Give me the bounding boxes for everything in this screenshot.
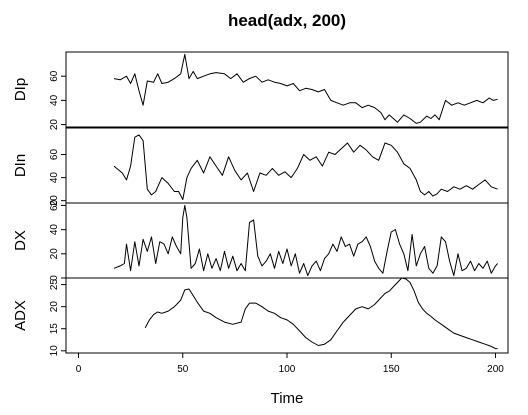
y-tick-label-dx-2: 40 [49, 224, 60, 236]
y-tick-label-din-2: 60 [49, 149, 60, 161]
series-line-adx [144, 277, 498, 350]
x-axis: 0 50 100 150 200 [76, 353, 504, 375]
panel-din: DIn 20 40 60 [12, 127, 509, 207]
y-tick-label-dip-0: 20 [49, 119, 60, 131]
x-tick-label-4: 200 [487, 364, 504, 375]
y-axis-title-din: DIn [12, 154, 29, 177]
y-tick-label-din-0: 20 [49, 195, 60, 207]
y-tick-label-adx-3: 25 [49, 279, 60, 291]
x-tick-label-1: 50 [177, 364, 189, 375]
x-tick-label-3: 150 [383, 364, 400, 375]
series-line-dip [113, 53, 498, 124]
y-tick-label-adx-1: 15 [49, 323, 60, 335]
y-tick-label-dip-1: 40 [49, 94, 60, 106]
x-tick-label-2: 100 [279, 364, 296, 375]
y-tick-label-adx-0: 10 [49, 345, 60, 357]
y-tick-label-din-1: 40 [49, 172, 60, 184]
series-line-dx [113, 204, 498, 277]
y-tick-label-dx-1: 20 [49, 248, 60, 260]
y-axis-title-dip: DIp [12, 78, 29, 101]
y-tick-label-dx-0: 0 [49, 275, 60, 281]
y-tick-label-dip-2: 60 [49, 70, 60, 82]
panel-dx: DX 0 20 40 60 [12, 199, 509, 281]
y-axis-title-adx: ADX [12, 300, 29, 331]
panel-adx: ADX 10 15 20 25 [12, 277, 509, 357]
x-axis-title: Time [271, 390, 304, 407]
y-tick-label-adx-2: 20 [49, 301, 60, 313]
panel-din-frame [65, 127, 509, 204]
chart-title: head(adx, 200) [228, 11, 346, 30]
panels: DIp 20 40 60 DIn 20 40 60 DX 0 20 40 60 ADX 10 15 20 25 [12, 51, 509, 357]
panel-adx-frame [65, 277, 509, 354]
panel-dx-frame [65, 202, 509, 279]
panel-dip-frame [65, 51, 509, 128]
panel-dip: DIp 20 40 60 [12, 51, 509, 131]
y-axis-title-dx: DX [12, 230, 29, 251]
series-line-din [113, 134, 498, 200]
x-tick-label-0: 0 [76, 364, 82, 375]
y-tick-label-dx-3: 60 [49, 199, 60, 211]
